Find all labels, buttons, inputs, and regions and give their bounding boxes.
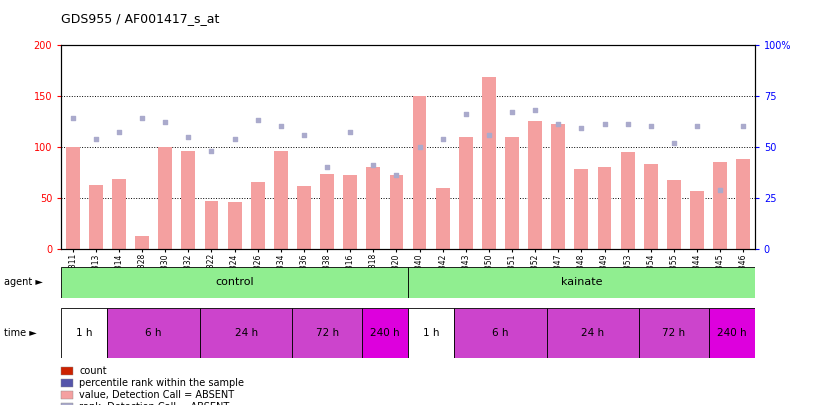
Point: [690, 123, 703, 130]
Text: 24 h: 24 h: [581, 328, 605, 338]
Point: [482, 131, 495, 138]
Point: [505, 109, 519, 115]
Point: [667, 139, 681, 146]
Bar: [528, 121, 542, 249]
Bar: [61, 267, 408, 298]
Bar: [344, 175, 357, 249]
Text: kainate: kainate: [561, 277, 602, 288]
Point: [182, 133, 195, 140]
Point: [274, 123, 287, 130]
Point: [737, 123, 750, 130]
Text: percentile rank within the sample: percentile rank within the sample: [79, 378, 244, 388]
Bar: [547, 308, 639, 358]
Bar: [505, 136, 519, 249]
Bar: [436, 188, 450, 249]
Bar: [361, 308, 408, 358]
Bar: [713, 162, 727, 249]
Point: [297, 131, 310, 138]
Bar: [708, 308, 755, 358]
Point: [459, 111, 472, 117]
Text: 240 h: 240 h: [370, 328, 400, 338]
Text: 1 h: 1 h: [423, 328, 439, 338]
Point: [621, 121, 634, 128]
Point: [436, 135, 449, 142]
Text: time ►: time ►: [4, 328, 37, 338]
Bar: [459, 136, 472, 249]
Bar: [297, 185, 311, 249]
Point: [529, 107, 542, 113]
Text: GDS955 / AF001417_s_at: GDS955 / AF001417_s_at: [61, 12, 220, 25]
Bar: [200, 308, 292, 358]
Bar: [66, 147, 80, 249]
Bar: [413, 96, 427, 249]
Bar: [639, 308, 708, 358]
Point: [552, 121, 565, 128]
Bar: [552, 124, 565, 249]
Text: 6 h: 6 h: [145, 328, 162, 338]
Bar: [408, 308, 455, 358]
Point: [158, 119, 171, 126]
Point: [251, 117, 264, 124]
Text: rank, Detection Call = ABSENT: rank, Detection Call = ABSENT: [79, 402, 229, 405]
Point: [135, 115, 149, 122]
Bar: [228, 202, 242, 249]
Bar: [667, 179, 681, 249]
Text: control: control: [215, 277, 254, 288]
Bar: [108, 308, 200, 358]
Point: [113, 129, 126, 136]
Point: [598, 121, 611, 128]
Text: 72 h: 72 h: [663, 328, 685, 338]
Bar: [205, 201, 219, 249]
Bar: [292, 308, 361, 358]
Bar: [320, 175, 334, 249]
Bar: [389, 175, 403, 249]
Text: 240 h: 240 h: [717, 328, 747, 338]
Text: count: count: [79, 366, 107, 375]
Point: [713, 187, 726, 193]
Bar: [408, 267, 755, 298]
Point: [89, 135, 103, 142]
Bar: [61, 308, 108, 358]
Point: [366, 162, 379, 168]
Point: [344, 129, 357, 136]
Bar: [112, 179, 126, 249]
Point: [644, 123, 657, 130]
Bar: [181, 151, 195, 249]
Bar: [251, 181, 264, 249]
Text: 1 h: 1 h: [76, 328, 92, 338]
Bar: [736, 159, 750, 249]
Bar: [158, 147, 172, 249]
Text: 24 h: 24 h: [234, 328, 258, 338]
Bar: [482, 77, 496, 249]
Point: [390, 172, 403, 179]
Bar: [621, 152, 635, 249]
Bar: [135, 236, 149, 249]
Text: value, Detection Call = ABSENT: value, Detection Call = ABSENT: [79, 390, 234, 400]
Point: [205, 148, 218, 154]
Point: [66, 115, 79, 122]
Bar: [597, 167, 611, 249]
Point: [574, 125, 588, 132]
Bar: [366, 167, 380, 249]
Bar: [89, 185, 103, 249]
Point: [228, 135, 242, 142]
Bar: [274, 151, 288, 249]
Bar: [690, 191, 704, 249]
Text: 6 h: 6 h: [492, 328, 508, 338]
Bar: [644, 164, 658, 249]
Point: [321, 164, 334, 171]
Text: agent ►: agent ►: [4, 277, 43, 288]
Point: [413, 144, 426, 150]
Text: 72 h: 72 h: [316, 328, 339, 338]
Bar: [455, 308, 547, 358]
Bar: [574, 169, 588, 249]
